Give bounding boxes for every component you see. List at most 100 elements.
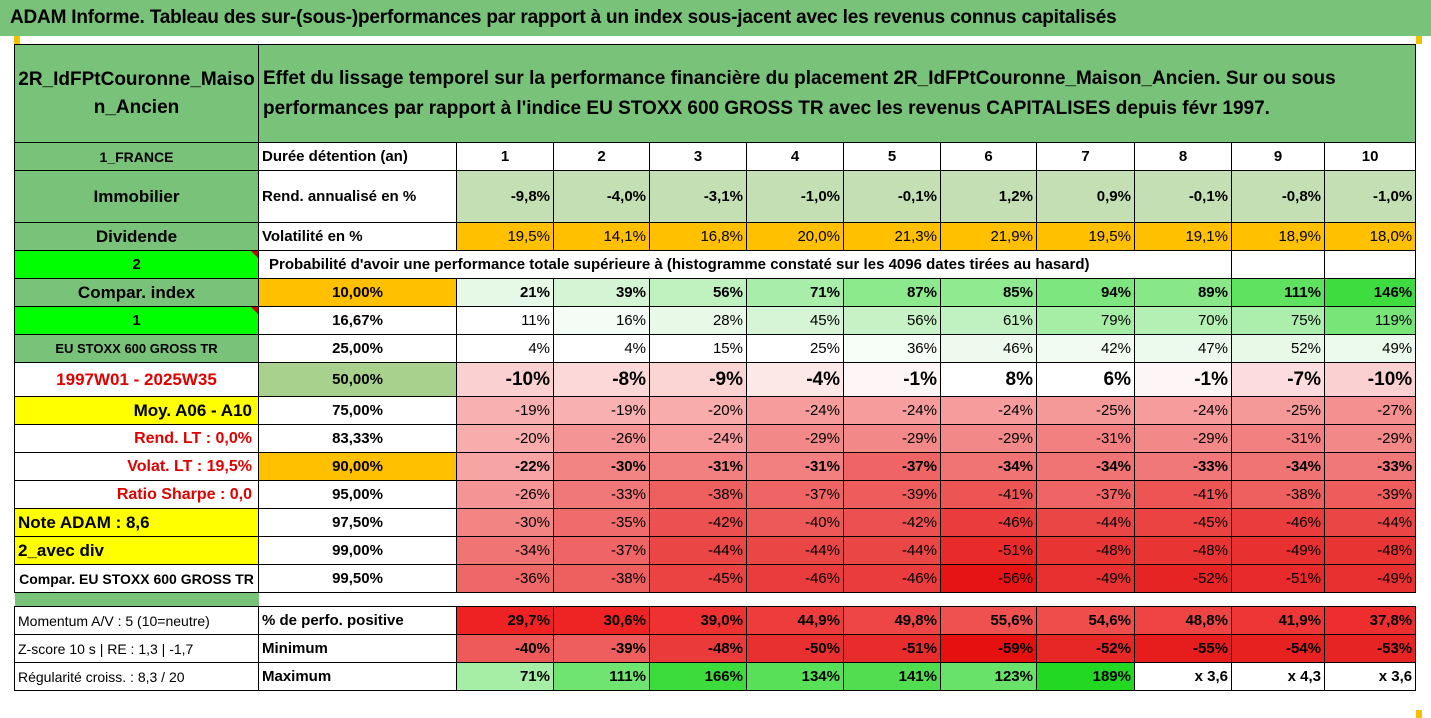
percentile-value: -37% — [553, 536, 650, 565]
row-label-pct-pos: % de perfo. positive — [258, 606, 457, 635]
percentile-value: -29% — [1134, 424, 1232, 453]
percentile-value: -19% — [553, 396, 650, 425]
maximum-value: 111% — [553, 662, 650, 691]
percentile-value: -38% — [649, 480, 747, 509]
maximum-value: 134% — [746, 662, 844, 691]
maximum-value: x 4,3 — [1231, 662, 1325, 691]
percentile-value: -48% — [1323, 536, 1417, 565]
maximum-value: x 3,6 — [1134, 662, 1232, 691]
maximum-value: x 3,6 — [1323, 662, 1417, 691]
percentile-value: -31% — [1036, 424, 1135, 453]
percentile-label: 16,67% — [258, 306, 457, 335]
regularite-label: Régularité croiss. : 8,3 / 20 — [14, 662, 259, 691]
pct-pos-value: 29,7% — [456, 606, 554, 635]
percentile-value: -48% — [1134, 536, 1232, 565]
percentile-value: 42% — [1036, 334, 1135, 363]
level-one-label: 1 — [14, 306, 259, 335]
compar-index-label: Compar. index — [14, 278, 259, 307]
minimum-value: -59% — [940, 634, 1037, 663]
percentile-value: -51% — [940, 536, 1037, 565]
percentile-value: -24% — [1134, 396, 1232, 425]
level-two-label: 2 — [14, 250, 259, 279]
percentile-value: -38% — [553, 564, 650, 593]
percentile-value: -42% — [649, 508, 747, 537]
percentile-label: 25,00% — [258, 334, 457, 363]
percentile-label: 10,00% — [258, 278, 457, 307]
percentile-value: 56% — [843, 306, 941, 335]
percentile-label: 99,00% — [258, 536, 457, 565]
year-header: 6 — [940, 142, 1037, 171]
compar-long-label: Compar. EU STOXX 600 GROSS TR — [14, 564, 259, 593]
vol-value: 18,0% — [1323, 222, 1417, 251]
pct-pos-value: 30,6% — [553, 606, 650, 635]
vol-value: 21,3% — [843, 222, 941, 251]
percentile-value: 119% — [1323, 306, 1417, 335]
percentile-label: 99,50% — [258, 564, 457, 593]
percentile-label: 50,00% — [258, 362, 457, 397]
percentile-label: 75,00% — [258, 396, 457, 425]
percentile-value: -33% — [1323, 452, 1417, 481]
percentile-value: -44% — [1036, 508, 1135, 537]
rend-value: -3,1% — [649, 170, 747, 223]
percentile-value: -7% — [1231, 362, 1325, 397]
percentile-value: 146% — [1323, 278, 1417, 307]
percentile-value: 45% — [746, 306, 844, 335]
percentile-value: -40% — [746, 508, 844, 537]
percentile-value: -45% — [649, 564, 747, 593]
percentile-value: -39% — [1323, 480, 1417, 509]
percentile-value: 71% — [746, 278, 844, 307]
percentile-value: 28% — [649, 306, 747, 335]
percentile-value: -37% — [843, 452, 941, 481]
momentum-label: Momentum A/V : 5 (10=neutre) — [14, 606, 259, 635]
empty-cell — [1323, 250, 1417, 279]
percentile-value: -20% — [456, 424, 554, 453]
rend-value: -1,0% — [1323, 170, 1417, 223]
percentile-value: -4% — [746, 362, 844, 397]
percentile-value: 94% — [1036, 278, 1135, 307]
year-header: 10 — [1323, 142, 1417, 171]
spacer-cell — [258, 592, 1416, 607]
percentile-label: 97,50% — [258, 508, 457, 537]
zscore-label: Z-score 10 s | RE : 1,3 | -1,7 — [14, 634, 259, 663]
percentile-value: -19% — [456, 396, 554, 425]
percentile-value: -45% — [1134, 508, 1232, 537]
percentile-value: -37% — [746, 480, 844, 509]
percentile-value: -37% — [1036, 480, 1135, 509]
percentile-value: -44% — [649, 536, 747, 565]
percentile-value: -31% — [649, 452, 747, 481]
percentile-value: 111% — [1231, 278, 1325, 307]
percentile-value: -39% — [843, 480, 941, 509]
rend-value: -0,8% — [1231, 170, 1325, 223]
vol-value: 19,5% — [456, 222, 554, 251]
dividend-label: Dividende — [14, 222, 259, 251]
period-label: 1997W01 - 2025W35 — [14, 362, 259, 397]
percentile-value: 4% — [553, 334, 650, 363]
percentile-value: -46% — [940, 508, 1037, 537]
percentile-value: -1% — [843, 362, 941, 397]
moy-label: Moy. A06 - A10 — [14, 396, 259, 425]
percentile-value: -9% — [649, 362, 747, 397]
percentile-value: -49% — [1231, 536, 1325, 565]
maximum-value: 189% — [1036, 662, 1135, 691]
percentile-value: -8% — [553, 362, 650, 397]
percentile-value: -38% — [1231, 480, 1325, 509]
percentile-value: -29% — [940, 424, 1037, 453]
rend-value: 0,9% — [1036, 170, 1135, 223]
year-header: 3 — [649, 142, 747, 171]
percentile-value: -29% — [1323, 424, 1417, 453]
year-header: 1 — [456, 142, 554, 171]
row-label-rend: Rend. annualisé en % — [258, 170, 457, 223]
percentile-value: -41% — [940, 480, 1037, 509]
country-label: 1_FRANCE — [14, 142, 259, 171]
percentile-value: -30% — [553, 452, 650, 481]
minimum-value: -55% — [1134, 634, 1232, 663]
percentile-value: -1% — [1134, 362, 1232, 397]
percentile-value: -24% — [746, 396, 844, 425]
pct-pos-value: 48,8% — [1134, 606, 1232, 635]
percentile-value: -34% — [1231, 452, 1325, 481]
pct-pos-value: 55,6% — [940, 606, 1037, 635]
vol-value: 21,9% — [940, 222, 1037, 251]
percentile-value: -31% — [746, 452, 844, 481]
percentile-value: 6% — [1036, 362, 1135, 397]
percentile-value: 21% — [456, 278, 554, 307]
